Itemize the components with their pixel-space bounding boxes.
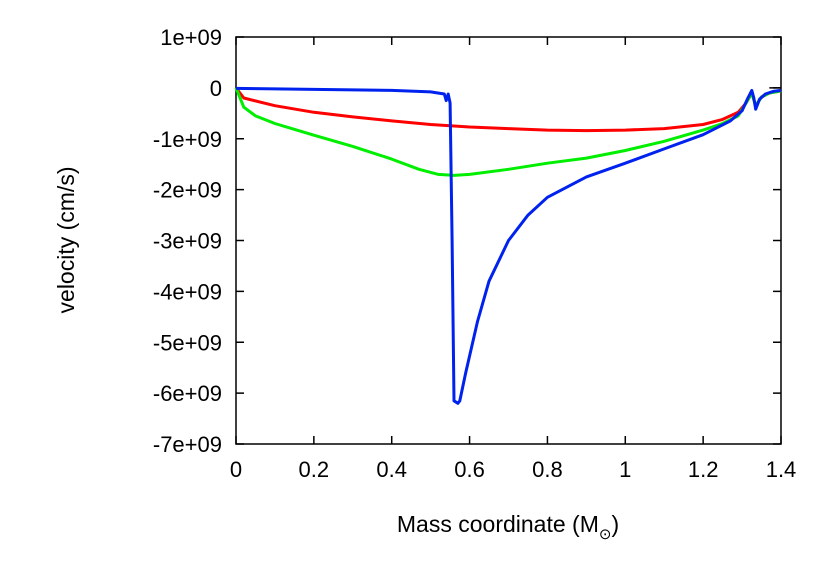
y-tick-label: -2e+09 bbox=[153, 178, 222, 203]
series-line-3 bbox=[235, 86, 782, 405]
x-tick-label: 0.4 bbox=[376, 457, 407, 482]
x-tick-label: 1 bbox=[619, 457, 631, 482]
x-tick-label: 0.6 bbox=[454, 457, 485, 482]
x-tick-label: 0 bbox=[230, 457, 242, 482]
x-tick-label: 0.8 bbox=[532, 457, 563, 482]
series-line-2 bbox=[234, 87, 782, 177]
y-axis-label: velocity (cm/s) bbox=[53, 167, 79, 314]
y-tick-label: -1e+09 bbox=[153, 127, 222, 152]
x-axis-label-main: Mass coordinate (M bbox=[397, 511, 599, 537]
series-line-1 bbox=[234, 86, 782, 133]
y-tick-label: -7e+09 bbox=[153, 432, 222, 457]
y-tick-label: 0 bbox=[210, 76, 222, 101]
x-axis-label-end: ) bbox=[611, 511, 619, 537]
y-tick-label: -3e+09 bbox=[153, 229, 222, 254]
series-layer bbox=[234, 86, 782, 405]
x-axis-ticks: 0 0.2 0.4 0.6 0.8 1 1.2 1.4 bbox=[230, 37, 796, 482]
x-tick-label: 1.4 bbox=[766, 457, 797, 482]
y-axis-ticks: 1e+09 0 -1e+09 -2e+09 -3e+09 -4e+09 -5e+09 -6e+… bbox=[153, 25, 781, 457]
x-axis-label: Mass coordinate (M⊙) bbox=[397, 511, 619, 543]
y-tick-label: 1e+09 bbox=[160, 25, 222, 50]
x-axis-label-subscript: ⊙ bbox=[599, 526, 612, 543]
y-tick-label: -6e+09 bbox=[153, 381, 222, 406]
y-tick-label: -4e+09 bbox=[153, 279, 222, 304]
x-tick-label: 0.2 bbox=[299, 457, 330, 482]
y-tick-label: -5e+09 bbox=[153, 330, 222, 355]
x-tick-label: 1.2 bbox=[688, 457, 719, 482]
